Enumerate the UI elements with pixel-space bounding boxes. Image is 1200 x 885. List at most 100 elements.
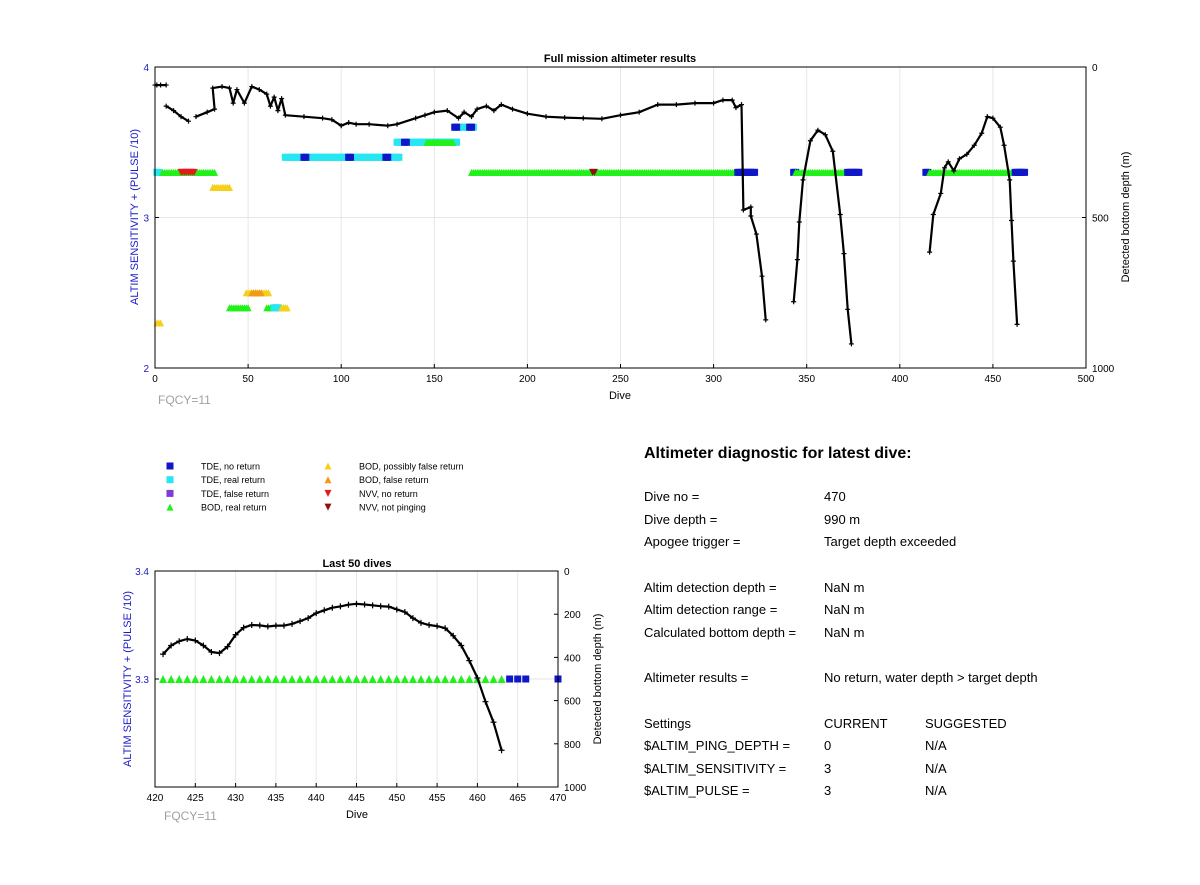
bod-real-return-marker [247, 675, 256, 683]
depth-point [1014, 321, 1020, 327]
depth-point [466, 657, 473, 664]
depth-point [230, 100, 236, 106]
depth-point [490, 719, 497, 726]
depth-point [280, 622, 287, 629]
depth-point [297, 618, 304, 625]
ping-depth-row: $ALTIM_PING_DEPTH = 0 N/A [644, 738, 1164, 761]
bottom-depth-label: Calculated bottom depth = [644, 624, 797, 640]
depth-point [984, 114, 990, 120]
legend-bod-real-return-icon [166, 503, 174, 511]
depth-point [434, 623, 441, 630]
depth-point [226, 85, 232, 91]
depth-point [158, 82, 164, 88]
depth-point [426, 622, 433, 628]
apogee-label: Apogee trigger = [644, 534, 741, 549]
depth-point [366, 121, 372, 127]
depth-point [178, 114, 184, 120]
depth-point [264, 623, 271, 630]
legend-bod-false-return-icon [324, 476, 332, 484]
depth-point [385, 603, 392, 610]
depth-point [796, 219, 802, 225]
depth-point [461, 109, 467, 115]
depth-point [301, 114, 307, 120]
depth-point [753, 231, 759, 237]
bod-possibly-false-marker [265, 289, 273, 297]
depth-point [692, 100, 698, 106]
depth-point [655, 102, 661, 108]
bod-real-return-marker [457, 675, 466, 683]
bod-real-return-marker [215, 675, 224, 683]
depth-point [186, 118, 192, 124]
depth-point [320, 115, 326, 121]
tde-no-return-marker [506, 675, 514, 683]
x-tick-label: 470 [550, 793, 567, 804]
detection-range-row: Altim detection range = NaN m [644, 602, 1164, 625]
bod-real-return-marker [328, 675, 337, 683]
bod-real-return-marker [159, 675, 168, 683]
depth-point [971, 142, 977, 148]
depth-line-segment [928, 115, 1019, 325]
depth-point [711, 100, 717, 106]
y2-tick-label: 0 [564, 567, 570, 578]
x-tick-label: 425 [187, 793, 204, 804]
main-xlabel: Dive [609, 390, 631, 402]
depth-point [822, 132, 828, 138]
main-grid [154, 66, 1087, 369]
bod-real-return-marker [271, 675, 280, 683]
depth-point [498, 747, 505, 754]
x-tick-label: 450 [388, 793, 405, 804]
bod-real-return-marker [336, 675, 345, 683]
small-ylabel: ALTIM SENSITIVITY + (PULSE /10) [122, 591, 134, 767]
bod-possibly-false-marker [225, 183, 233, 191]
bod-real-return-marker [167, 675, 176, 683]
sensitivity-suggested: N/A [925, 760, 947, 776]
results-row: Altimeter results = No return, water dep… [644, 670, 1164, 693]
depth-point [482, 698, 489, 705]
tde-no-return-marker [855, 168, 863, 176]
x-tick-label: 445 [348, 793, 365, 804]
bod-real-return-marker [344, 675, 353, 683]
depth-point [956, 156, 962, 162]
bod-real-return-marker [408, 675, 417, 683]
results-label: Altimeter results = [644, 670, 749, 685]
x-tick-label: 250 [612, 374, 629, 385]
nvv-not-pinging-marker [590, 168, 598, 176]
tde-real-return-marker [395, 153, 403, 161]
legend-label: TDE, real return [201, 475, 265, 485]
depth-point [394, 121, 400, 127]
depth-point [491, 108, 497, 114]
depth-point [841, 251, 847, 257]
bottom-depth-row: Calculated bottom depth = NaN m [644, 625, 1164, 648]
depth-point [964, 151, 970, 157]
depth-point [329, 604, 336, 611]
bod-real-return-marker [207, 675, 216, 683]
legend-label: NVV, not pinging [359, 503, 426, 513]
y2-tick-label: 800 [564, 740, 581, 751]
results-value: No return, water depth > target depth [824, 670, 1038, 685]
bod-real-return-marker [376, 675, 385, 683]
depth-point [748, 213, 754, 219]
depth-line-segment [792, 129, 853, 345]
legend-label: TDE, false return [201, 489, 269, 499]
depth-point [160, 651, 167, 658]
depth-point [208, 649, 215, 655]
bod-possibly-false-marker [157, 319, 165, 327]
last-50-dives-chart: Last 50 dives 420 425 430 435 440 445 450 455 46… [122, 558, 604, 823]
main-y2label: Detected bottom depth (m) [1120, 152, 1132, 283]
tde-no-return-marker [302, 153, 310, 161]
depth-point [168, 642, 175, 649]
depth-point [232, 631, 239, 638]
legend-label: BOD, false return [359, 475, 429, 485]
depth-point [543, 114, 549, 120]
depth-point [791, 299, 797, 305]
bod-possibly-false-marker [283, 304, 291, 312]
small-depth-line [160, 600, 505, 754]
x-tick-label: 300 [705, 374, 722, 385]
depth-point [763, 317, 769, 323]
depth-point [256, 622, 263, 629]
small-xlabel: Dive [346, 809, 368, 821]
depth-point [739, 102, 745, 108]
depth-point [815, 127, 821, 133]
bod-real-return-marker [400, 675, 409, 683]
depth-point [337, 603, 344, 610]
